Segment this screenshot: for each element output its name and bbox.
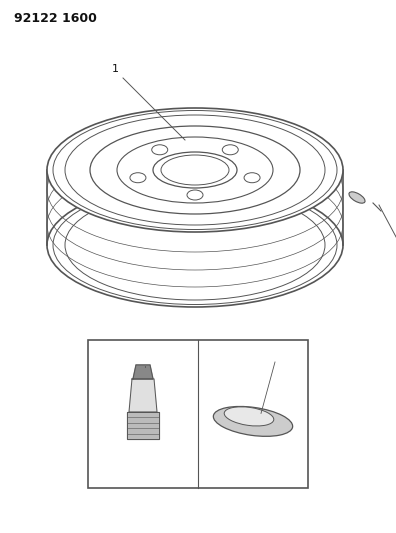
Ellipse shape [213, 407, 293, 437]
Polygon shape [127, 412, 159, 439]
Ellipse shape [224, 407, 274, 426]
Text: 92122 1600: 92122 1600 [14, 12, 97, 25]
Ellipse shape [47, 183, 343, 307]
Ellipse shape [117, 137, 273, 203]
Ellipse shape [349, 192, 365, 203]
Polygon shape [129, 379, 157, 412]
Ellipse shape [47, 108, 343, 232]
Ellipse shape [153, 152, 237, 188]
Ellipse shape [90, 126, 300, 214]
Text: 3: 3 [137, 340, 145, 350]
Text: 1: 1 [112, 64, 118, 74]
Bar [88, 340, 308, 488]
Text: 2: 2 [279, 348, 286, 358]
Polygon shape [133, 365, 153, 379]
